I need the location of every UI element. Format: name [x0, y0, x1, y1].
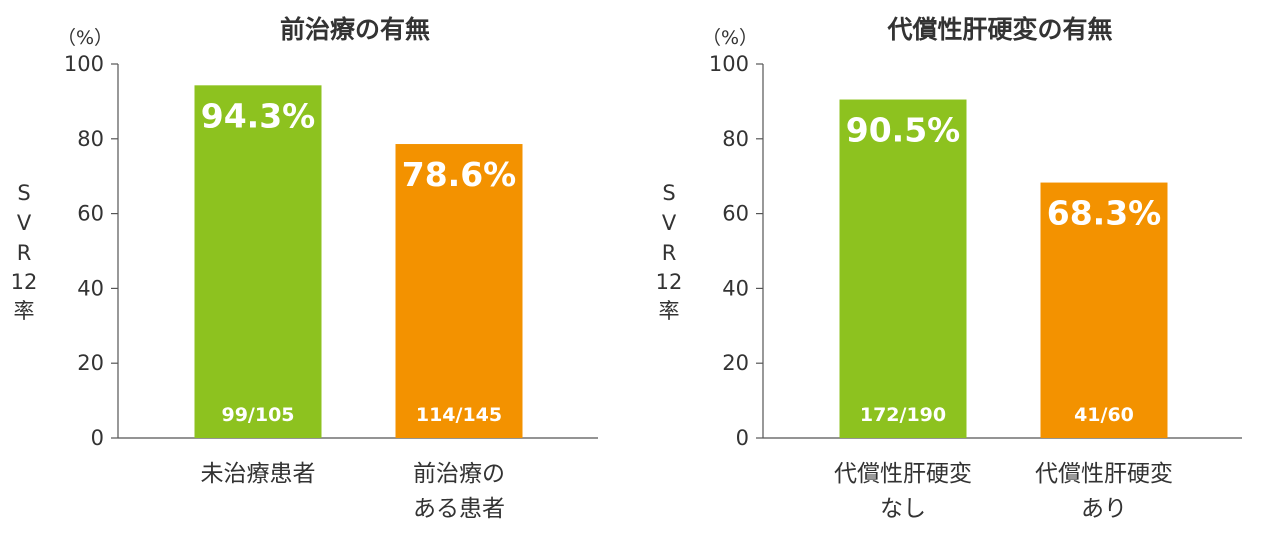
x-category-label: 代償性肝硬変 [834, 461, 972, 487]
x-category-label: ある患者 [413, 496, 505, 522]
x-category-label: 前治療の [413, 461, 505, 487]
y-tick-label: 0 [91, 426, 104, 450]
chart-title: 代償性肝硬変の有無 [886, 15, 1112, 44]
y-unit-label: （%） [57, 27, 113, 49]
y-tick-label: 80 [77, 127, 104, 151]
y-tick-label: 40 [77, 276, 104, 300]
x-category-label: 代償性肝硬変 [1035, 461, 1173, 487]
y-tick-label: 60 [722, 202, 749, 226]
y-tick-label: 100 [709, 52, 749, 76]
bar-count-label: 99/105 [221, 404, 294, 426]
y-tick-label: 40 [722, 276, 749, 300]
y-unit-label: （%） [702, 27, 758, 49]
y-axis-label: 率 [659, 299, 680, 323]
y-tick-label: 60 [77, 202, 104, 226]
chart-title: 前治療の有無 [280, 15, 430, 44]
y-axis-label: 率 [14, 299, 35, 323]
y-tick-label: 100 [64, 52, 104, 76]
y-axis-label: R [17, 241, 32, 265]
x-category-label: なし [880, 496, 926, 522]
y-tick-label: 20 [77, 351, 104, 375]
bar-value-label: 78.6% [402, 155, 517, 194]
bar-value-label: 90.5% [846, 111, 961, 150]
y-axis-label: R [662, 241, 677, 265]
y-axis-label: V [662, 211, 677, 235]
bar [839, 99, 967, 438]
bar [395, 144, 523, 438]
y-tick-label: 0 [736, 426, 749, 450]
x-category-label: 未治療患者 [201, 461, 316, 487]
bar-value-label: 94.3% [201, 96, 316, 135]
y-axis-label: 12 [656, 270, 683, 294]
y-tick-label: 20 [722, 351, 749, 375]
bar-value-label: 68.3% [1047, 194, 1162, 233]
x-category-label: あり [1081, 496, 1127, 522]
y-tick-label: 80 [722, 127, 749, 151]
bar [194, 85, 322, 439]
bar-count-label: 114/145 [416, 404, 502, 426]
bar [1040, 182, 1168, 438]
y-axis-label: S [17, 181, 30, 205]
y-axis-label: V [17, 211, 32, 235]
y-axis-label: S [662, 181, 675, 205]
y-axis-label: 12 [11, 270, 38, 294]
bar-count-label: 172/190 [860, 404, 946, 426]
bar-count-label: 41/60 [1074, 404, 1134, 426]
